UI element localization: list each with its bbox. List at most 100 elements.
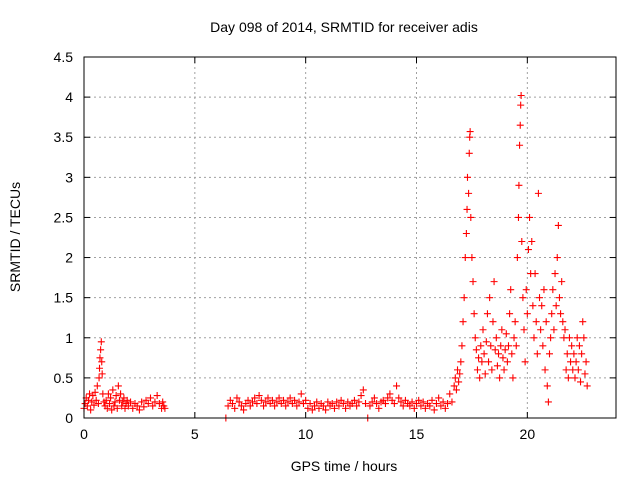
data-point [501, 346, 509, 354]
y-tick-label: 1.5 [54, 290, 74, 306]
data-point [534, 189, 542, 197]
data-point [547, 334, 555, 342]
grid [84, 57, 616, 418]
data-point [368, 398, 376, 406]
data-point [437, 402, 445, 410]
data-point [229, 400, 237, 408]
data-point [155, 400, 163, 408]
data-point [117, 390, 125, 398]
y-tick-label: 1 [65, 330, 73, 346]
data-point [583, 382, 591, 390]
y-tick-label: 3.5 [54, 129, 74, 145]
data-point [133, 402, 141, 410]
data-point [251, 394, 259, 402]
data-point [302, 396, 310, 404]
data-point [408, 398, 416, 406]
data-point [469, 278, 477, 286]
data-point [144, 400, 152, 408]
data-point [342, 404, 350, 412]
data-point [339, 400, 347, 408]
data-point [333, 398, 341, 406]
data-point [581, 370, 589, 378]
data-point [271, 402, 279, 410]
data-point [111, 398, 119, 406]
data-point [306, 400, 314, 408]
data-point [159, 398, 167, 406]
data-point [421, 404, 429, 412]
data-point [315, 404, 323, 412]
data-point [543, 382, 551, 390]
data-point [577, 378, 585, 386]
data-point [235, 398, 243, 406]
data-point [482, 338, 490, 346]
data-point [435, 394, 443, 402]
data-point [119, 398, 127, 406]
data-point [468, 254, 476, 262]
data-point [470, 310, 478, 318]
y-axis-label: SRMTID / TECUs [7, 182, 23, 292]
data-point [565, 334, 573, 342]
data-point [244, 396, 252, 404]
data-point [515, 181, 523, 189]
data-point [454, 366, 462, 374]
data-point [502, 330, 510, 338]
data-point [284, 398, 292, 406]
data-point [264, 394, 272, 402]
data-point [541, 366, 549, 374]
data-point [495, 350, 503, 358]
data-point [553, 254, 561, 262]
data-point [573, 334, 581, 342]
data-point [533, 350, 541, 358]
data-point [512, 342, 520, 350]
data-point [83, 402, 91, 410]
y-tick-label: 4 [65, 89, 73, 105]
data-point [538, 302, 546, 310]
data-point [390, 400, 398, 408]
data-point [532, 318, 540, 326]
data-point [491, 346, 499, 354]
data-point [96, 354, 104, 362]
data-point [473, 366, 481, 374]
data-point [523, 310, 531, 318]
data-point [87, 406, 95, 414]
data-point [451, 374, 459, 382]
data-point [397, 398, 405, 406]
chart-title: Day 098 of 2014, SRMTID for receiver adi… [210, 19, 478, 35]
data-point [94, 400, 102, 408]
x-tick-label: 10 [298, 426, 314, 442]
data-point [475, 354, 483, 362]
data-point [95, 374, 103, 382]
data-point [328, 400, 336, 408]
data-point [426, 402, 434, 410]
data-point [481, 370, 489, 378]
data-point [452, 386, 460, 394]
data-point [103, 404, 111, 412]
data-point [467, 213, 475, 221]
y-tick-label: 3 [65, 169, 73, 185]
data-point [291, 396, 299, 404]
data-point [531, 270, 539, 278]
data-point [107, 394, 115, 402]
data-point [463, 205, 471, 213]
data-point [308, 406, 316, 414]
data-point [510, 334, 518, 342]
data-point [511, 318, 519, 326]
data-point [293, 402, 301, 410]
data-point [124, 402, 132, 410]
data-point [395, 394, 403, 402]
data-point [386, 390, 394, 398]
data-point [550, 326, 558, 334]
data-point [517, 101, 525, 109]
y-tick-label: 2.5 [54, 209, 74, 225]
data-point [355, 398, 363, 406]
data-point [432, 400, 440, 408]
x-axis-label: GPS time / hours [291, 458, 398, 474]
data-point [406, 402, 414, 410]
data-point [463, 173, 471, 181]
data-point [366, 402, 374, 410]
y-tick-label: 2 [65, 250, 73, 266]
data-point [548, 310, 556, 318]
data-point [90, 401, 98, 409]
data-point [127, 398, 135, 406]
